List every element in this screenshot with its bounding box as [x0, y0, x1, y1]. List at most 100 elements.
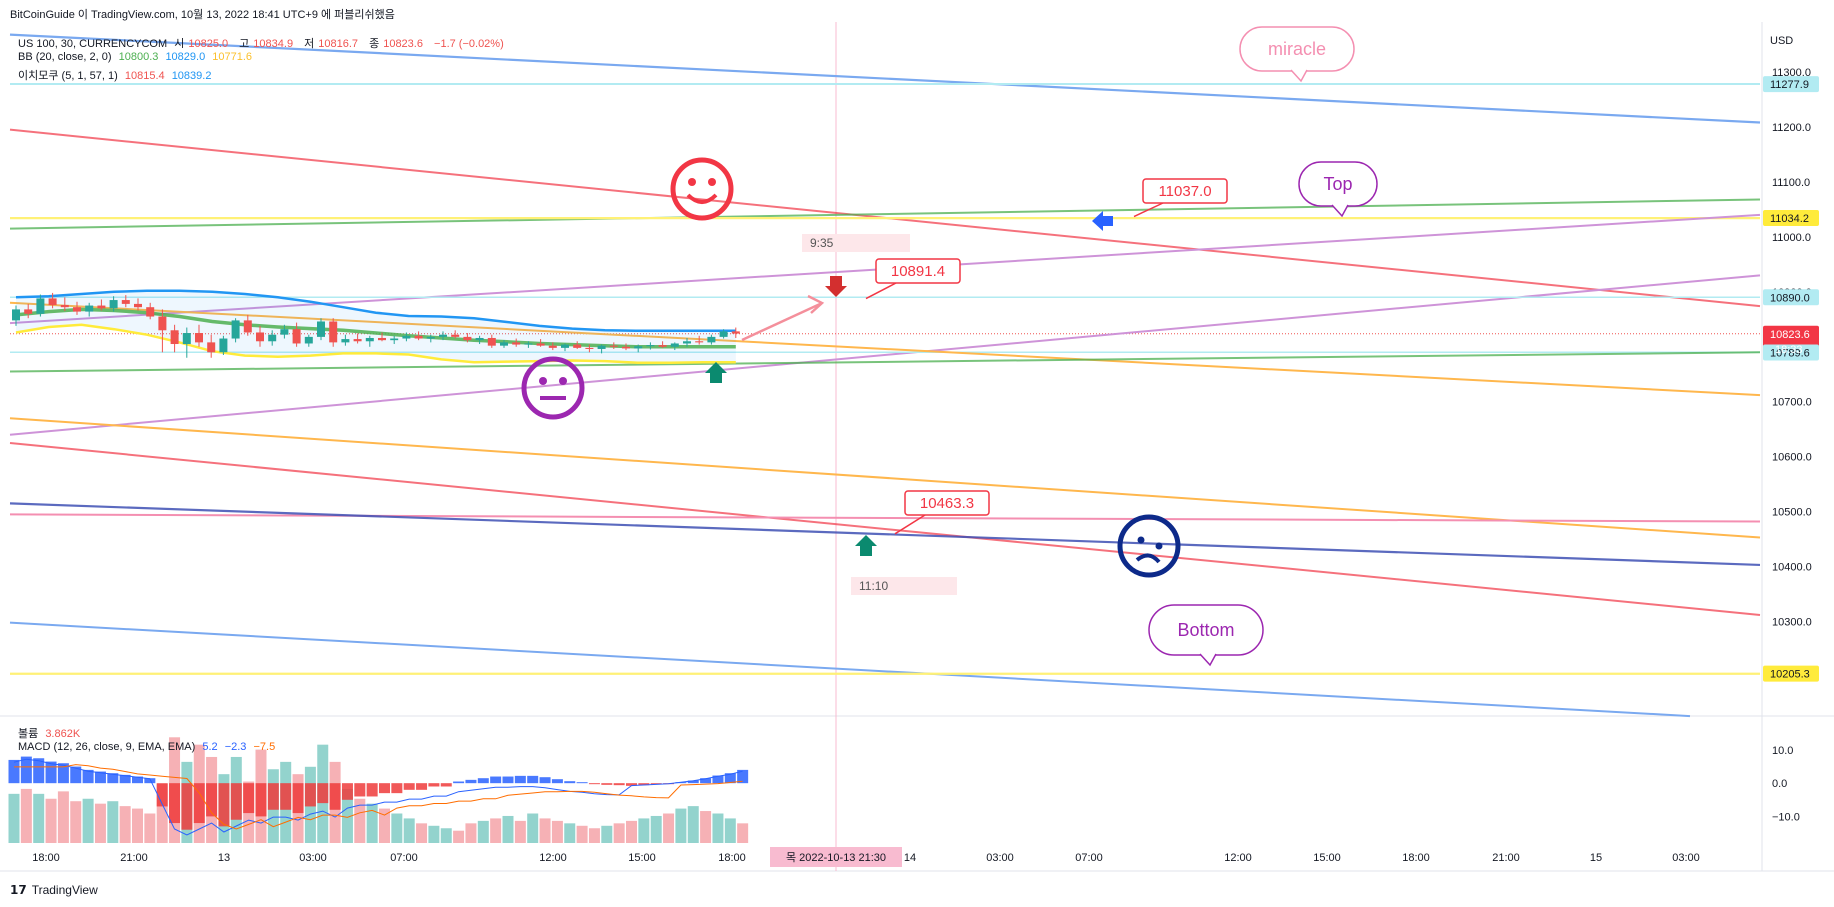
y-tick-label: 11200.0 — [1772, 122, 1811, 134]
macd-bar — [230, 783, 242, 820]
macd-bar — [416, 783, 428, 790]
macd-tick-label: 0.0 — [1772, 778, 1787, 790]
projection-arrow-line — [741, 302, 821, 342]
macd-bar — [255, 783, 267, 817]
candle-body — [475, 337, 484, 341]
volume-bar — [440, 828, 452, 843]
candle-body — [609, 345, 618, 347]
macd-bar — [366, 783, 378, 797]
time-axis[interactable]: 18:00 21:00 13 03:00 07:00 12:00 15:00 18:00 14 0… — [32, 847, 1700, 867]
volume-bar — [539, 818, 551, 843]
bb-lower-line — [15, 323, 736, 364]
price-label-bg — [1763, 210, 1819, 227]
ichimoku-value-1: 10815.4 — [124, 70, 165, 82]
price-label-bg — [1763, 289, 1819, 306]
bb-upper-line — [15, 289, 736, 333]
trendline-10 — [9, 301, 1761, 397]
macd-bar — [539, 777, 551, 784]
volume-legend[interactable]: 볼륨 3.862K — [18, 725, 84, 741]
volume-bar — [144, 813, 156, 843]
volume-bar — [132, 808, 143, 843]
sad-eye — [1137, 536, 1145, 544]
up-arrow-icon-2 — [855, 535, 877, 556]
x-tick-label: 13 — [218, 852, 230, 864]
candle-body — [573, 344, 582, 348]
macd-bar — [206, 783, 218, 817]
macd-hist-value: −7.5 — [253, 741, 276, 753]
ohlc-high: 고 10834.9 — [239, 38, 297, 50]
price-label-text: 11277.9 — [1770, 79, 1809, 91]
candle-body — [317, 321, 325, 337]
candle-body — [134, 303, 142, 308]
macd-bar — [193, 783, 205, 824]
low-key: 저 — [304, 38, 315, 50]
candle-body — [36, 298, 45, 314]
ohlc-open: 시 10825.0 — [174, 38, 232, 50]
macd-bar — [267, 783, 279, 810]
price-axis[interactable]: USD11300.011200.011100.011000.010900.010… — [1763, 35, 1819, 823]
macd-legend[interactable]: MACD (12, 26, close, 9, EMA, EMA) 5.2 −2… — [18, 741, 279, 753]
y-tick-label: 10300.0 — [1772, 617, 1812, 629]
left-arrow-icon — [1092, 211, 1113, 231]
macd-bar — [527, 775, 539, 784]
volume-bar — [564, 823, 576, 843]
x-tick-label: 15 — [1590, 852, 1602, 864]
volume-bar — [477, 820, 489, 843]
open-key: 시 — [174, 38, 185, 50]
countdown-label: 18:33 — [1775, 344, 1803, 356]
ichimoku-legend[interactable]: 이치모쿠 (5, 1, 57, 1) 10815.4 10839.2 — [18, 67, 215, 83]
macd-bar — [391, 783, 403, 794]
macd-bar — [329, 783, 341, 810]
crosshair-date-bg — [770, 847, 902, 867]
candle-body — [439, 334, 447, 337]
candle-body — [719, 331, 728, 337]
symbol-legend[interactable]: US 100, 30, CURRENCYCOM 시 10825.0 고 10834.… — [18, 35, 508, 51]
volume-bar — [576, 825, 588, 843]
candle-body — [353, 339, 362, 342]
candle-body — [268, 334, 277, 342]
candle-body — [402, 335, 411, 339]
volume-bar — [601, 825, 613, 843]
volume-bar — [663, 813, 675, 843]
volume-bar — [119, 806, 131, 843]
callout-11037-text: 11037.0 — [1158, 183, 1211, 200]
projection-arrow-head-icon — [807, 294, 825, 314]
macd-bar — [551, 779, 563, 784]
macd-bar — [502, 776, 514, 784]
high-key: 고 — [239, 38, 250, 50]
macd-bar — [737, 769, 749, 784]
candle-body — [707, 336, 716, 343]
y-tick-label: 10600.0 — [1772, 452, 1812, 464]
macd-bar — [20, 756, 32, 784]
price-label-text: 11034.2 — [1770, 213, 1809, 225]
macd-bar — [317, 783, 329, 804]
macd-bar — [440, 783, 452, 787]
volume-bar — [687, 806, 699, 843]
macd-bar — [94, 771, 106, 784]
price-label-bg — [1763, 665, 1819, 682]
x-tick-label: 21:00 — [1492, 852, 1520, 864]
candle-body — [378, 337, 386, 341]
bb-legend[interactable]: BB (20, close, 2, 0) 10800.3 10829.0 107… — [18, 51, 256, 63]
sad-mouth — [1135, 553, 1161, 564]
trendline-16 — [9, 621, 1691, 718]
macd-bar — [132, 776, 143, 784]
macd-bar — [304, 783, 316, 807]
volume-bar — [8, 793, 20, 843]
footer-brand[interactable]: 𝟭𝟳 TradingView — [10, 883, 98, 897]
trendline-11 — [9, 351, 1761, 373]
price-label-bg — [1763, 344, 1819, 361]
volume-bar — [626, 820, 637, 843]
macd-bar — [514, 775, 526, 784]
candle-body — [536, 343, 545, 346]
trendline-3 — [9, 198, 1761, 230]
candle-body — [73, 307, 81, 312]
x-tick-label: 03:00 — [299, 852, 327, 864]
macd-bar — [687, 780, 699, 784]
neutral-eye — [539, 377, 547, 385]
trendline-1 — [9, 33, 1761, 124]
volume-bar — [70, 801, 82, 843]
candle-body — [500, 342, 508, 346]
candle-body — [683, 341, 691, 344]
